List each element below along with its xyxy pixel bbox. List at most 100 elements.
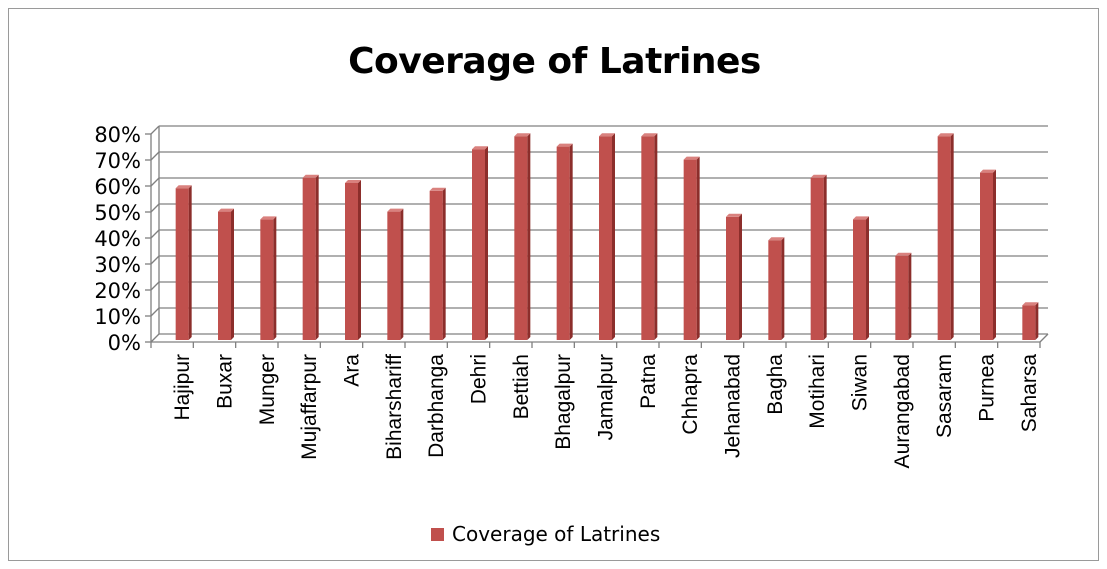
x-tick-label: Buxar [214,354,237,409]
bar-top [175,185,192,189]
x-tick-label: Aurangabad [891,354,914,468]
bar-top [387,208,404,212]
bar-front [218,211,231,340]
bar-side [654,133,658,340]
x-tick-label: Chhapra [679,354,702,435]
bar [853,216,869,340]
bar [345,180,361,340]
gridline-side [150,229,160,239]
bar-side [273,216,277,340]
bar-side [569,143,573,340]
chart-frame: Coverage of Latrines 0% 10% 20% 30% 40% 50% 60… [8,8,1099,561]
bar [599,133,615,340]
bar-top [683,156,700,160]
gridline-side [150,125,160,135]
bar-front [260,219,274,340]
bar-side [188,185,192,340]
bar [302,174,319,340]
bar [895,252,912,340]
x-tick-label: Ara [341,354,364,387]
x-tick-label: Siwan [849,354,872,411]
bar-side [739,213,742,340]
x-tick-label: Purnea [976,354,999,422]
bar-top [599,133,615,137]
y-tick-label: 60% [94,175,141,199]
bar-side [358,180,361,340]
bar [810,174,827,340]
bar-top [472,146,488,150]
y-tick-label: 80% [94,123,141,147]
bar-side [485,146,488,340]
bar-top [980,169,996,173]
gridline-side [150,151,160,161]
bar [514,133,531,340]
bar-side [908,252,912,340]
bar-side [315,174,319,340]
legend-swatch [431,527,444,541]
bar-front [937,136,951,340]
y-tick-label: 50% [94,201,141,225]
grid-layer [145,125,1049,343]
bar-front [1022,305,1036,340]
bar-top [895,252,912,256]
bar-top [218,208,234,212]
x-tick-label: Munger [256,354,279,425]
bar-front [302,177,316,340]
x-tick-label: Biharshariff [383,354,406,460]
x-tick-label: Hajipur [171,354,194,421]
bar-top [302,174,319,178]
x-tick-label: Mujaffarpur [298,354,321,460]
gridline-side [150,177,160,187]
bar-front [683,159,697,340]
legend: Coverage of Latrines [431,522,660,546]
bar [683,156,700,340]
x-tick-label: Darbhanga [425,354,448,458]
y-tick-label: 30% [94,253,141,277]
y-tick-label: 20% [94,279,141,303]
bar [556,143,573,340]
bar-top [429,187,446,191]
bar [387,208,404,340]
x-tick-label: Bettiah [510,354,533,419]
bar-front [853,219,866,340]
bar-front [895,255,909,340]
bar-side [781,237,785,340]
bar-top [514,133,531,137]
bar-front [175,188,189,340]
bar-side [442,187,446,340]
bar-top [853,216,869,220]
bar-front [599,136,612,340]
bar-front [514,136,528,340]
x-tick-labels: Hajipur Buxar Munger Mujaffarpur Ara Biharsha… [150,342,1041,468]
bar-side [612,133,615,340]
bar-side [1035,302,1039,340]
gridline-side [150,307,160,317]
bar-front [429,190,443,340]
bar-front [980,172,993,340]
bar-side [950,133,954,340]
bar [641,133,658,340]
bar-top [1022,302,1039,306]
bar [980,169,996,340]
y-tick-label: 10% [94,305,141,329]
y-tick-label: 70% [94,149,141,173]
bar-top [260,216,277,220]
gridline-side [150,203,160,213]
bar-top [937,133,954,137]
bar-top [810,174,827,178]
bar-side [527,133,531,340]
x-tick-label: Sasaram [933,354,956,438]
bar-top [556,143,573,147]
y-tick-labels: 0%10%20%30%40%50%60%70%80% [94,123,141,355]
bar [472,146,488,340]
floor-right-edge [1039,333,1049,343]
bar-front [345,183,358,340]
bar-front [768,240,782,340]
legend-label: Coverage of Latrines [452,522,661,546]
bar-side [696,156,700,340]
bar [429,187,446,340]
bar-side [993,169,996,340]
gridline-side [150,281,160,291]
x-tick-label: Jehanabad [722,354,745,458]
bar-side [400,208,404,340]
